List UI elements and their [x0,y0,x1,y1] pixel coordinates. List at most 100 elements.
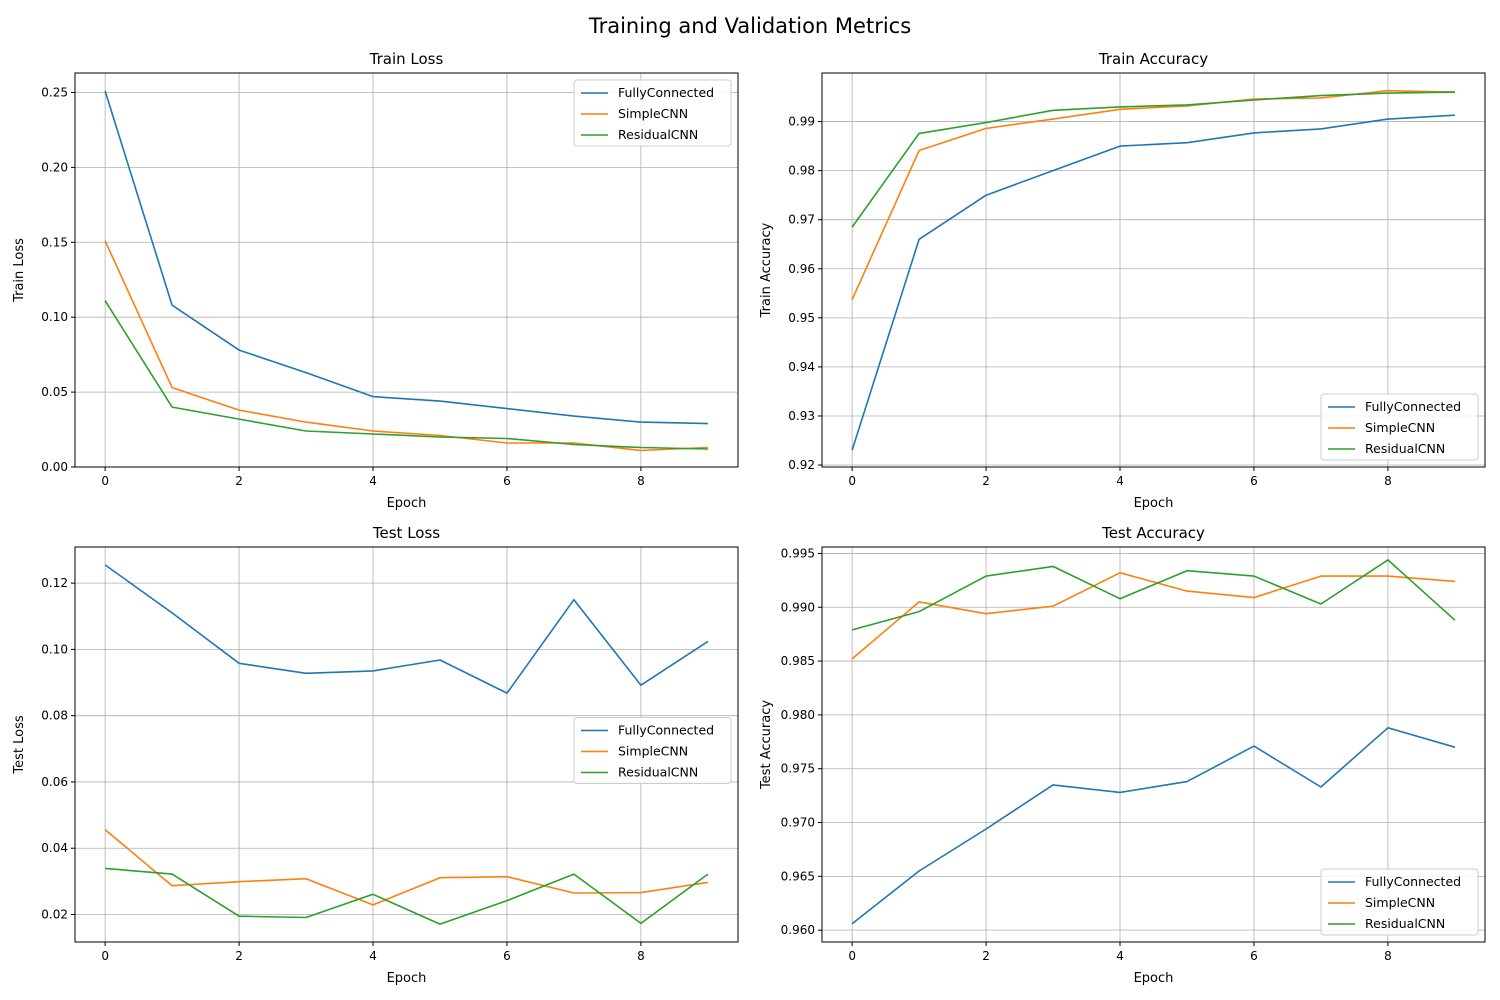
chart-test-loss-xtick-label: 6 [503,949,511,963]
chart-train-accuracy-xtick-label: 6 [1250,474,1258,488]
chart-test-accuracy-xtick-label: 8 [1384,949,1392,963]
chart-train-loss-ylabel: Train Loss [12,238,27,303]
chart-test-loss-title: Test Loss [372,524,440,542]
chart-test-accuracy-xtick-label: 6 [1250,949,1258,963]
chart-train-accuracy-legend-label-simplecnn: SimpleCNN [1365,420,1435,435]
chart-train-loss-line-residualcnn [104,300,708,450]
chart-train-loss-legend-label-simplecnn: SimpleCNN [618,106,688,121]
chart-train-loss-line-simplecnn [104,240,708,452]
chart-test-loss-ytick-label: 0.12 [41,576,68,590]
chart-train-accuracy-xtick-label: 8 [1384,474,1392,488]
chart-train-accuracy-ytick-label: 0.98 [788,164,815,178]
chart-test-loss: 0 2 4 6 8 0.02 0.04 0.06 0.08 0.10 0.12 Test Loss Ep… [12,524,739,986]
chart-test-accuracy-ytick-label: 0.985 [781,654,815,668]
chart-train-accuracy-ytick-label: 0.96 [788,262,815,276]
chart-test-accuracy-ytick-label: 0.990 [781,600,815,614]
chart-test-loss-ytick-label: 0.04 [41,841,68,855]
chart-train-accuracy: 0 2 4 6 8 0.92 0.93 0.94 0.95 0.96 0.97 0.98 0.99 Tra… [759,50,1486,511]
chart-train-loss-xtick-label: 4 [369,474,377,488]
chart-test-loss-ytick-label: 0.10 [41,642,68,656]
chart-train-loss-ytick-label: 0.05 [41,385,68,399]
chart-train-loss-ytick-label: 0.20 [41,160,68,174]
chart-train-accuracy-ylabel: Train Accuracy [759,222,774,318]
chart-test-loss-xtick-label: 8 [637,949,645,963]
chart-train-loss-xtick-label: 8 [637,474,645,488]
chart-train-accuracy-legend: FullyConnected SimpleCNN ResidualCNN [1320,393,1479,461]
chart-train-loss-ytick-label: 0.10 [41,310,68,324]
chart-train-accuracy-ytick-label: 0.97 [788,213,815,227]
chart-train-loss-ytick-label: 0.25 [41,85,68,99]
chart-test-accuracy-legend-label-fullyconnected: FullyConnected [1365,874,1461,889]
chart-test-loss-xlabel: Epoch [387,971,427,986]
chart-train-loss-xtick-label: 0 [101,474,109,488]
chart-train-loss-frame [74,72,739,468]
chart-test-loss-legend-label-simplecnn: SimpleCNN [618,744,688,759]
chart-test-accuracy-line-fullyconnected [851,726,1456,925]
chart-test-loss-ylabel: Test Loss [12,715,27,774]
chart-train-accuracy-frame [821,72,1486,468]
chart-test-loss-ytick-label: 0.06 [41,775,68,789]
chart-test-loss-line-residualcnn [105,867,709,925]
chart-test-loss-ytick-label: 0.02 [41,907,68,921]
chart-test-loss-ytick-label: 0.08 [41,709,68,723]
chart-train-accuracy-xtick-label: 2 [982,474,990,488]
chart-test-loss-legend-label-fullyconnected: FullyConnected [618,723,714,738]
chart-train-accuracy-line-fullyconnected [851,114,1455,451]
chart-test-accuracy: 0 2 4 6 8 0.960 0.965 0.970 0.975 0.980 0.985 0.990… [759,524,1486,986]
chart-train-loss-ytick-label: 0.15 [41,235,68,249]
chart-train-accuracy-legend-label-fullyconnected: FullyConnected [1365,399,1461,414]
chart-test-accuracy-ytick-label: 0.965 [781,869,815,883]
chart-test-loss-xtick-label: 2 [235,949,243,963]
chart-test-accuracy-legend-label-residualcnn: ResidualCNN [1365,916,1445,931]
chart-train-loss-title: Train Loss [369,50,444,68]
chart-train-accuracy-line-residualcnn [851,91,1455,228]
chart-train-accuracy-legend-box [1320,393,1479,461]
chart-train-accuracy-ytick-label: 0.94 [788,360,815,374]
chart-test-accuracy-ytick-label: 0.980 [781,708,815,722]
chart-train-accuracy-xlabel: Epoch [1134,496,1174,511]
chart-test-loss-legend-label-residualcnn: ResidualCNN [618,765,698,780]
chart-train-accuracy-xtick-label: 0 [848,474,856,488]
chart-train-accuracy-xtick-label: 4 [1116,474,1124,488]
chart-test-accuracy-ylabel: Test Accuracy [759,700,774,790]
chart-test-accuracy-xtick-label: 4 [1116,949,1124,963]
chart-test-loss-line-simplecnn [104,829,709,906]
chart-test-accuracy-legend: FullyConnected SimpleCNN ResidualCNN [1320,868,1479,936]
chart-test-accuracy-xtick-label: 2 [982,949,990,963]
chart-train-loss-legend-box [573,79,732,147]
chart-test-loss-frame [74,546,739,943]
chart-test-loss-legend-box [573,717,732,784]
chart-test-accuracy-xlabel: Epoch [1134,971,1174,986]
chart-test-accuracy-ytick-label: 0.975 [781,762,815,776]
chart-train-accuracy-legend-label-residualcnn: ResidualCNN [1365,441,1445,456]
chart-train-loss: 0 2 4 6 8 0.00 0.05 0.10 0.15 0.20 0.25 Train Loss E… [12,50,739,511]
chart-test-accuracy-legend-box [1320,868,1479,936]
chart-train-accuracy-ytick-label: 0.93 [788,409,815,423]
chart-test-accuracy-ytick-label: 0.960 [781,923,815,937]
chart-train-loss-ytick-label: 0.00 [41,460,68,474]
chart-train-loss-legend-label-residualcnn: ResidualCNN [618,127,698,142]
chart-train-loss-xlabel: Epoch [387,496,427,511]
chart-test-accuracy-frame [821,546,1486,943]
chart-train-loss-legend: FullyConnected SimpleCNN ResidualCNN [573,79,732,147]
chart-test-accuracy-legend-label-simplecnn: SimpleCNN [1365,895,1435,910]
chart-train-loss-line-fullyconnected [104,90,708,425]
chart-test-loss-xtick-label: 4 [369,949,377,963]
chart-test-accuracy-ytick-label: 0.995 [781,546,815,560]
chart-train-loss-xtick-label: 6 [503,474,511,488]
chart-test-accuracy-line-simplecnn [851,571,1455,660]
chart-test-loss-legend: FullyConnected SimpleCNN ResidualCNN [573,717,732,784]
chart-train-accuracy-ytick-label: 0.95 [788,311,815,325]
chart-test-loss-xtick-label: 0 [101,949,109,963]
chart-train-loss-xtick-label: 2 [235,474,243,488]
chart-test-loss-line-fullyconnected [104,564,709,694]
chart-train-accuracy-title: Train Accuracy [1098,50,1208,68]
chart-test-accuracy-title: Test Accuracy [1101,524,1205,542]
figure-title: Training and Validation Metrics [588,14,912,38]
chart-test-accuracy-line-residualcnn [851,559,1456,631]
chart-train-accuracy-ytick-label: 0.99 [788,115,815,129]
chart-train-loss-legend-label-fullyconnected: FullyConnected [618,85,714,100]
chart-test-accuracy-xtick-label: 0 [848,949,856,963]
chart-test-accuracy-ytick-label: 0.970 [781,816,815,830]
